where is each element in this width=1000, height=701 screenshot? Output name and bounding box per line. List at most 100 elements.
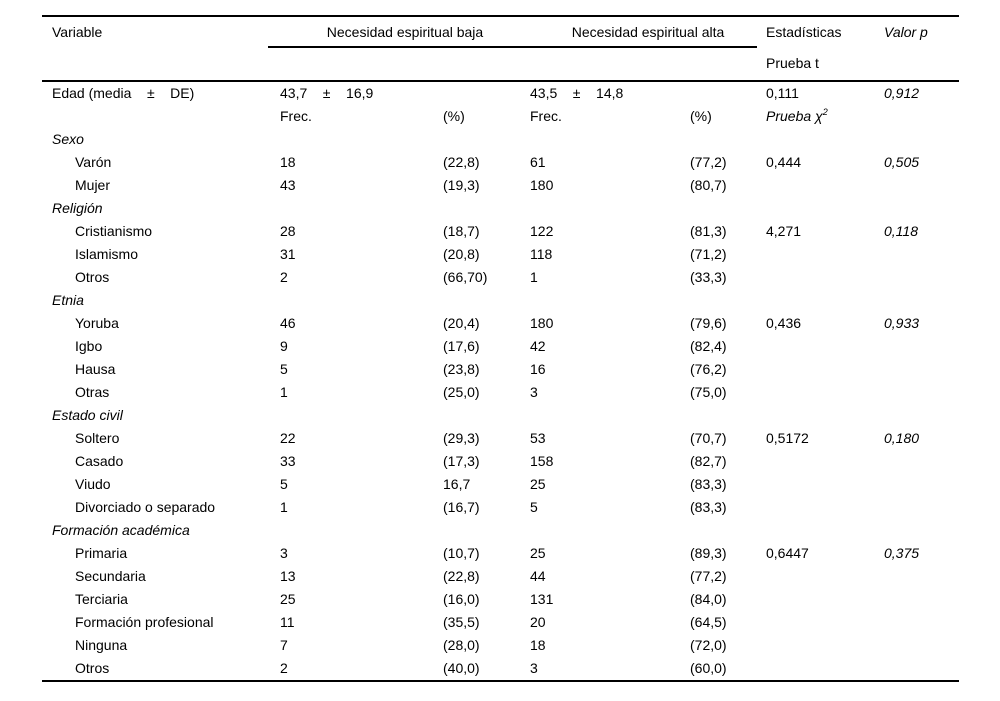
cell-p-value: [884, 381, 959, 404]
cell-frec-high: [530, 197, 690, 220]
header-group-high: Necesidad espiritual alta: [571, 24, 725, 40]
cell-frec-high: 180: [530, 177, 554, 193]
cell-pct-high: (72,0): [690, 637, 727, 653]
cell-statistic: [766, 404, 884, 427]
table-row: Mujer 43 (19,3) 180 (80,7): [42, 174, 959, 197]
statistics-table: Variable Necesidad espiritual baja Neces…: [42, 15, 959, 682]
table-row: Estado civil: [42, 404, 959, 427]
row-label: Cristianismo: [75, 223, 153, 239]
table-row: Cristianismo 28 (18,7) 122 (81,3) 4,271 …: [42, 220, 959, 243]
cell-frec-high: 25: [530, 545, 546, 561]
table-row: Sexo: [42, 128, 959, 151]
cell-pct-high: (77,2): [690, 568, 727, 584]
row-label: Casado: [75, 453, 124, 469]
cell-p-value: [884, 128, 959, 151]
row-label: Sexo: [52, 131, 84, 147]
cell-statistic: [766, 289, 884, 312]
cell-frec-high: 42: [530, 338, 546, 354]
cell-frec-low: [280, 289, 443, 312]
table-row: Formación académica: [42, 519, 959, 542]
table-row: Primaria 3 (10,7) 25 (89,3) 0,6447 0,375: [42, 542, 959, 565]
cell-pct-low: [443, 519, 530, 542]
table-row: Formación profesional 11 (35,5) 20 (64,5…: [42, 611, 959, 634]
cell-statistic: [766, 473, 884, 496]
cell-pct-high: (81,3): [690, 223, 727, 239]
cell-p-value: 0,375: [884, 545, 920, 561]
cell-pct-high: [690, 197, 766, 220]
cell-frec-low: 25: [280, 591, 296, 607]
cell-pct-low: [443, 82, 530, 105]
cell-frec-high: 3: [530, 660, 538, 676]
cell-pct-low: (18,7): [443, 223, 480, 239]
cell-pct-high: (64,5): [690, 614, 727, 630]
table-row: Islamismo 31 (20,8) 118 (71,2): [42, 243, 959, 266]
cell-pct-low: (22,8): [443, 568, 480, 584]
row-label: Religión: [52, 200, 103, 216]
cell-pct-high: (80,7): [690, 177, 727, 193]
cell-p-value: [884, 496, 959, 519]
cell-frec-low: 22: [280, 430, 296, 446]
cell-statistic: [766, 335, 884, 358]
cell-p-value: 0,933: [884, 315, 920, 331]
cell-frec-high: [530, 519, 690, 542]
cell-statistic: [766, 266, 884, 289]
cell-statistic: 4,271: [766, 223, 802, 239]
row-label: Etnia: [52, 292, 84, 308]
cell-pct-low: (20,4): [443, 315, 480, 331]
table-row: Otras 1 (25,0) 3 (75,0): [42, 381, 959, 404]
cell-frec-low: 18: [280, 154, 296, 170]
table-row: Casado 33 (17,3) 158 (82,7): [42, 450, 959, 473]
cell-frec-low: 46: [280, 315, 296, 331]
cell-frec-low: 7: [280, 637, 288, 653]
cell-pct-low: (%): [443, 108, 465, 124]
table-row: Terciaria 25 (16,0) 131 (84,0): [42, 588, 959, 611]
table-top-rule: [42, 15, 959, 17]
chi-squared-superscript: 2: [822, 107, 828, 117]
row-label: Otros: [75, 269, 110, 285]
cell-p-value: [884, 335, 959, 358]
cell-p-value: [884, 565, 959, 588]
cell-frec-low: [280, 519, 443, 542]
cell-p-value: [884, 404, 959, 427]
cell-pct-low: (22,8): [443, 154, 480, 170]
cell-frec-high: 20: [530, 614, 546, 630]
row-label: Divorciado o separado: [75, 499, 216, 515]
header-statistics: Estadísticas: [766, 24, 842, 40]
header-variable: Variable: [52, 24, 103, 40]
cell-pct-high: [690, 519, 766, 542]
cell-pct-low: (16,7): [443, 499, 480, 515]
cell-p-value: [884, 634, 959, 657]
cell-p-value: [884, 289, 959, 312]
cell-p-value: [884, 358, 959, 381]
table-row: Igbo 9 (17,6) 42 (82,4): [42, 335, 959, 358]
row-label: Varón: [75, 154, 112, 170]
cell-pct-high: (83,3): [690, 476, 727, 492]
cell-pct-high: [690, 404, 766, 427]
cell-frec-low: 28: [280, 223, 296, 239]
cell-frec-high: 25: [530, 476, 546, 492]
table-row: Frec. (%) Frec. (%) Prueba χ2: [42, 105, 959, 128]
row-label: Otros: [75, 660, 110, 676]
cell-pct-low: (35,5): [443, 614, 480, 630]
cell-pct-low: [443, 197, 530, 220]
row-label: Otras: [75, 384, 110, 400]
cell-pct-low: (16,0): [443, 591, 480, 607]
row-label: Primaria: [75, 545, 128, 561]
row-label: Soltero: [75, 430, 120, 446]
table-row: Religión: [42, 197, 959, 220]
table-header: Variable Necesidad espiritual baja Neces…: [42, 17, 959, 80]
cell-frec-high: [530, 289, 690, 312]
cell-frec-low: 2: [280, 269, 288, 285]
cell-statistic: 0,5172: [766, 430, 809, 446]
header-group-low: Necesidad espiritual baja: [326, 24, 484, 40]
cell-frec-high: 131: [530, 591, 554, 607]
table-bottom-rule: [42, 680, 959, 682]
cell-frec-high: [530, 404, 690, 427]
cell-pct-high: [690, 128, 766, 151]
cell-statistic: Prueba χ2: [766, 107, 828, 125]
cell-frec-high: 158: [530, 453, 554, 469]
cell-pct-high: (76,2): [690, 361, 727, 377]
cell-frec-high: Frec.: [530, 108, 562, 124]
cell-pct-high: (84,0): [690, 591, 727, 607]
cell-pct-high: (79,6): [690, 315, 727, 331]
